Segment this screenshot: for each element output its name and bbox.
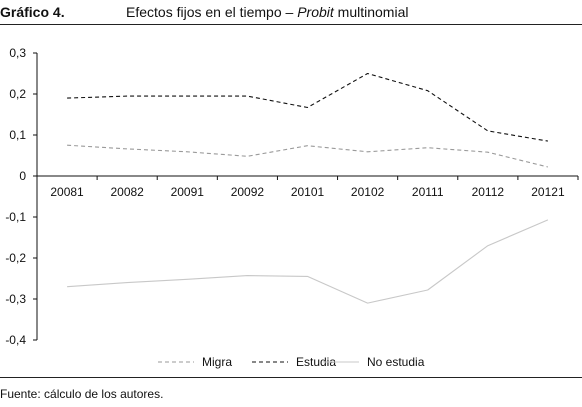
x-tick-label: 20082 (110, 185, 144, 199)
series-line-migra (67, 144, 549, 168)
series-line-estudia (67, 72, 548, 142)
x-tick-label: 20101 (291, 185, 325, 199)
x-tick-label: 20091 (171, 185, 205, 199)
title-prefix: Efectos fijos en el tiempo – (126, 4, 298, 20)
x-tick-label: 20102 (351, 185, 385, 199)
series-line-no-estudia (67, 219, 549, 304)
legend-label: No estudia (367, 355, 425, 369)
x-tick-label: 20121 (531, 185, 565, 199)
title-italic: Probit (297, 4, 334, 20)
y-tick-label: 0 (19, 169, 26, 183)
source-note: Fuente: cálculo de los autores. (0, 387, 164, 401)
x-tick-label: 20112 (472, 185, 505, 199)
x-tick-label: 20092 (231, 185, 265, 199)
title-suffix: multinomial (333, 4, 409, 20)
y-tick-label: 0,3 (9, 46, 26, 60)
chart-title: Efectos fijos en el tiempo – Probit mult… (126, 2, 408, 22)
footer-rule (0, 377, 582, 378)
legend-label: Estudia (296, 355, 336, 369)
legend-label: Migra (202, 355, 232, 369)
figure-label: Gráfico 4. (0, 4, 65, 20)
figure-header: Gráfico 4. Efectos fijos en el tiempo – … (0, 2, 582, 22)
y-tick-label: -0,1 (5, 210, 26, 224)
header-rule (0, 24, 582, 25)
y-tick-label: 0,1 (9, 128, 26, 142)
y-tick-label: -0,4 (5, 333, 26, 347)
y-tick-label: -0,2 (5, 251, 26, 265)
y-tick-label: -0,3 (5, 292, 26, 306)
y-tick-label: 0,2 (9, 87, 26, 101)
x-tick-label: 20081 (50, 185, 84, 199)
x-tick-label: 20111 (412, 185, 444, 199)
